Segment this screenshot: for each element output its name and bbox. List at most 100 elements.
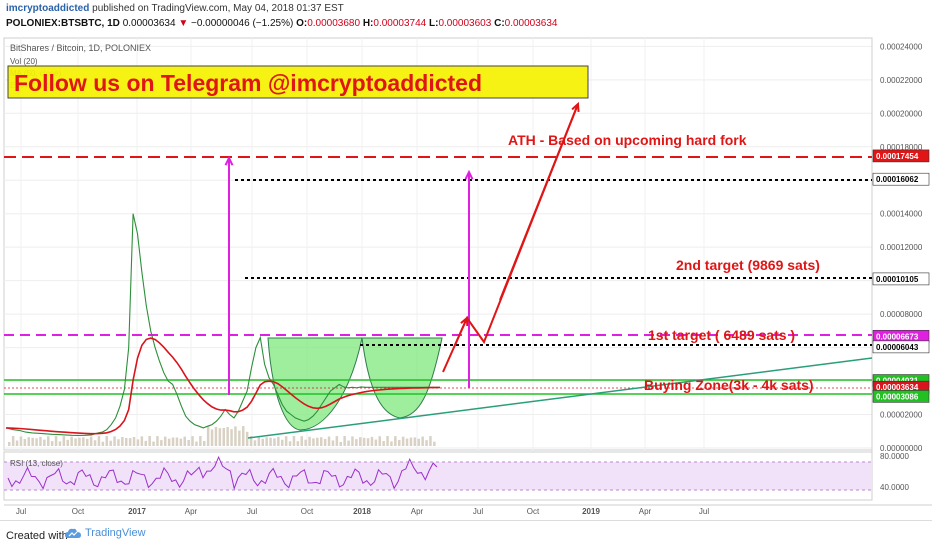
volume-bar	[316, 437, 319, 446]
volume-bar	[304, 439, 307, 446]
price-change: −0.00000046 (−1.25%)	[191, 18, 294, 29]
tradingview-link[interactable]: TradingView	[65, 527, 146, 539]
volume-bar	[109, 440, 112, 446]
projection-arrow-1-head	[460, 315, 469, 327]
volume-bar	[62, 436, 66, 446]
volume-bar	[339, 441, 342, 446]
volume-bar	[15, 440, 19, 446]
volume-bar	[417, 438, 420, 446]
x-tick-label: Oct	[72, 507, 85, 516]
volume-bar	[203, 440, 206, 446]
volume-bar	[222, 427, 225, 446]
volume-bar	[257, 436, 261, 446]
volume-bar	[125, 437, 128, 446]
volume-bar	[394, 436, 397, 446]
trend-line	[247, 357, 873, 439]
volume-bar	[234, 426, 237, 446]
volume-bar	[433, 441, 436, 446]
y-tick-label: 0.00012000	[880, 243, 923, 252]
volume-bar	[281, 439, 284, 446]
volume-bar	[214, 426, 218, 446]
volume-bar	[347, 440, 350, 446]
y-tick-label: 0.00024000	[880, 42, 923, 51]
open-value: 0.00003680	[307, 18, 361, 29]
close-value: 0.00003634	[504, 18, 558, 29]
volume-bar	[167, 438, 171, 446]
y-tick-label: 0.00022000	[880, 76, 923, 85]
volume-bar	[70, 436, 73, 446]
high-label: H:	[362, 18, 374, 29]
username-link[interactable]: imcryptoaddicted	[6, 3, 90, 14]
price-axis-badge-text: 0.00006043	[876, 343, 919, 352]
rsi-label: RSI (13, close)	[10, 459, 63, 468]
volume-bar	[401, 436, 405, 446]
volume-bar	[284, 436, 288, 446]
volume-bar	[335, 436, 339, 446]
volume-bar	[355, 439, 358, 446]
volume-bar	[183, 436, 186, 446]
ohlc-line: POLONIEX:BTSBTC, 1D 0.00003634 ▼ −0.0000…	[6, 18, 558, 29]
volume-bar	[82, 437, 85, 446]
volume-bar	[58, 441, 62, 446]
price-axis-badge	[872, 272, 930, 286]
volume-bar	[273, 438, 276, 446]
volume-bar	[191, 436, 194, 446]
volume-bar	[113, 436, 116, 446]
volume-bar	[187, 440, 190, 446]
volume-bar	[374, 439, 378, 446]
projection-arrow-2-head	[571, 101, 580, 113]
volume-bar	[89, 436, 93, 446]
volume-bar	[359, 437, 362, 446]
volume-bar	[323, 438, 327, 446]
y-tick-label: 0.00014000	[880, 210, 923, 219]
close-label: C:	[494, 18, 505, 29]
down-arrow-icon: ▼	[178, 18, 189, 29]
volume-bar	[97, 436, 101, 446]
volume-bar	[175, 437, 179, 446]
rsi-band	[4, 462, 872, 490]
volume-bar	[152, 441, 155, 446]
volume-bar	[11, 436, 15, 446]
volume-bar	[39, 436, 42, 446]
volume-bar	[230, 429, 233, 446]
volume-bar	[421, 436, 424, 446]
volume-bar	[31, 437, 34, 446]
price-axis-badge	[872, 149, 930, 163]
volume-bar	[156, 436, 159, 446]
volume-bar	[425, 440, 428, 446]
volume-bar	[308, 436, 311, 446]
telegram-banner-text: Follow us on Telegram @imcryptoaddicted	[14, 70, 482, 96]
volume-bar	[386, 436, 389, 446]
volume-bar	[101, 441, 105, 446]
volume-bar	[366, 438, 370, 446]
volume-bar	[300, 436, 303, 446]
volume-bar	[140, 436, 144, 446]
volume-bar	[320, 437, 323, 446]
volume-bar	[144, 440, 147, 446]
x-tick-label: Apr	[639, 507, 652, 516]
x-tick-label: 2017	[128, 507, 146, 516]
volume-bar	[105, 436, 108, 446]
x-tick-label: Oct	[527, 507, 540, 516]
published-text: published on TradingView.com, May 04, 20…	[92, 3, 344, 14]
volume-bar	[121, 437, 124, 446]
volume-bar	[382, 441, 385, 446]
volume-bar	[171, 437, 175, 446]
projection-arrow-2	[499, 103, 579, 301]
open-label: O:	[296, 18, 308, 29]
volume-bar	[164, 436, 167, 446]
low-value: 0.00003603	[438, 18, 492, 29]
volume-bar	[269, 437, 272, 446]
volume-bar	[195, 441, 198, 446]
volume-bar	[8, 442, 11, 446]
tradingview-brand: TradingView	[85, 527, 146, 539]
volume-bar	[226, 427, 229, 446]
price-axis-badge-text: 0.00017454	[876, 152, 919, 161]
volume-bar	[74, 438, 77, 446]
volume-bar	[265, 437, 268, 446]
volume-bar	[351, 436, 354, 446]
volume-bar	[93, 440, 97, 446]
volume-bar	[288, 441, 292, 446]
ema-line	[5, 337, 441, 435]
